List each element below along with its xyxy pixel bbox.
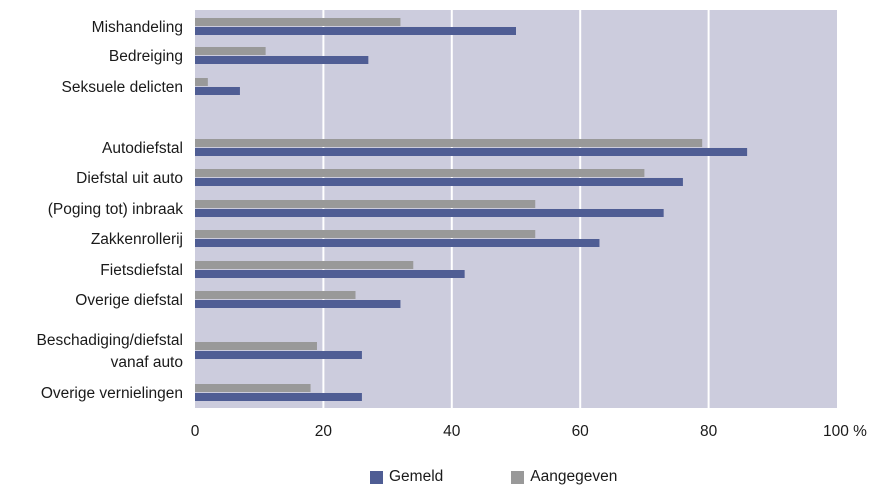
bar-gemeld-8 xyxy=(195,270,465,278)
category-label: Overige vernielingen xyxy=(41,385,183,402)
legend-swatch xyxy=(511,470,525,484)
category-label: Fietsdiefstal xyxy=(100,262,183,279)
bar-aangegeven-5 xyxy=(195,169,645,177)
bar-gemeld-1 xyxy=(195,27,516,35)
x-tick-label: 80 xyxy=(700,423,718,440)
legend-item-gemeld: Gemeld xyxy=(370,468,443,486)
bar-gemeld-3 xyxy=(195,87,240,95)
bar-gemeld-4 xyxy=(195,148,748,156)
bar-aangegeven-3 xyxy=(195,78,208,86)
bar-aangegeven-1 xyxy=(195,18,401,26)
category-label: Beschadiging/diefstal xyxy=(37,332,184,349)
category-labels: Mishandeling Bedreiging Seksuele delicten A… xyxy=(37,19,184,402)
bar-aangegeven-10 xyxy=(195,342,317,350)
legend-label: Aangegeven xyxy=(530,468,618,485)
category-label: vanaf auto xyxy=(111,354,183,371)
bar-gemeld-2 xyxy=(195,56,369,64)
bar-gemeld-9 xyxy=(195,300,401,308)
bar-aangegeven-11 xyxy=(195,384,311,392)
bar-aangegeven-7 xyxy=(195,230,536,238)
category-label: Diefstal uit auto xyxy=(76,170,183,187)
category-label: Mishandeling xyxy=(92,19,183,36)
legend-swatch xyxy=(370,470,383,484)
x-tick-label: 40 xyxy=(443,423,461,440)
bar-gemeld-6 xyxy=(195,209,664,217)
bar-gemeld-11 xyxy=(195,393,362,401)
bar-aangegeven-2 xyxy=(195,47,266,55)
category-label: (Poging tot) inbraak xyxy=(48,201,184,218)
category-label: Autodiefstal xyxy=(102,140,183,157)
bar-aangegeven-9 xyxy=(195,291,356,299)
legend-label: Gemeld xyxy=(389,468,444,485)
legend-item-aangegeven: Aangegeven xyxy=(511,468,617,486)
bar-aangegeven-6 xyxy=(195,200,536,208)
bars xyxy=(195,18,748,401)
x-axis-ticks: 0 20 40 60 80 100 % xyxy=(191,423,867,440)
category-label: Seksuele delicten xyxy=(62,79,184,96)
x-tick-label: 20 xyxy=(315,423,333,440)
category-label: Overige diefstal xyxy=(75,292,183,309)
bar-gemeld-7 xyxy=(195,239,600,247)
bar-gemeld-5 xyxy=(195,178,683,186)
x-tick-label: 100 % xyxy=(823,423,867,440)
bar-aangegeven-4 xyxy=(195,139,703,147)
category-label: Zakkenrollerij xyxy=(91,231,183,248)
bar-aangegeven-8 xyxy=(195,261,414,269)
legend: Gemeld Aangegeven xyxy=(370,468,617,486)
bar-gemeld-10 xyxy=(195,351,362,359)
category-label: Bedreiging xyxy=(109,48,183,65)
x-tick-label: 60 xyxy=(572,423,590,440)
x-tick-label: 0 xyxy=(191,423,200,440)
